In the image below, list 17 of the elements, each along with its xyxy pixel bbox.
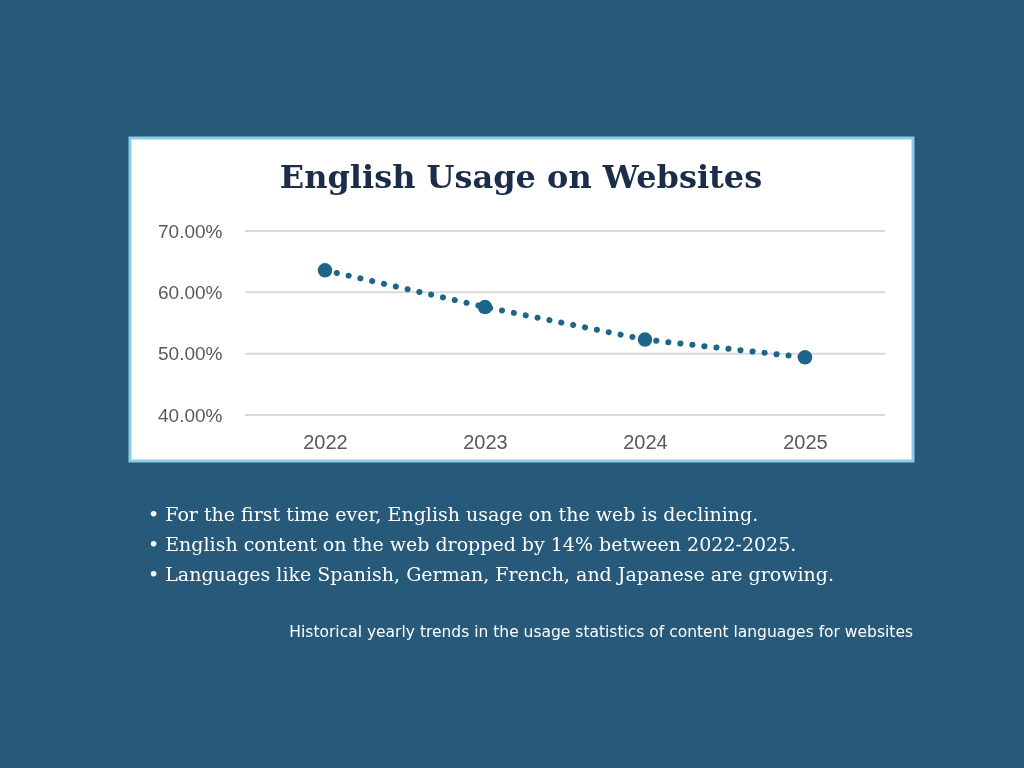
x-tick-label: 2022 — [303, 430, 348, 453]
x-tick-label: 2024 — [623, 430, 668, 453]
text: Historical yearly trends in the usage statistics of content languages for websites — [289, 623, 913, 641]
x-tick-label: 2023 — [463, 430, 508, 453]
x-tick-label: 2025 — [783, 430, 828, 453]
y-tick-label: 40.00% — [158, 404, 223, 426]
point — [477, 299, 493, 315]
point — [797, 350, 813, 365]
y-tick-label: 60.00% — [158, 281, 223, 303]
y-tick-label: 70.00% — [158, 220, 223, 242]
text: • Languages like Spanish, German, French, and Japanese are growing. — [148, 563, 834, 585]
text: • English content on the web dropped by 14% between 2022-2025. — [148, 533, 797, 555]
text: • For the first time ever, English usage on the web is declining. — [148, 503, 759, 525]
point — [317, 263, 333, 278]
chart-title: English Usage on Websites — [279, 157, 763, 196]
point — [637, 332, 653, 347]
y-tick-label: 50.00% — [158, 343, 223, 365]
